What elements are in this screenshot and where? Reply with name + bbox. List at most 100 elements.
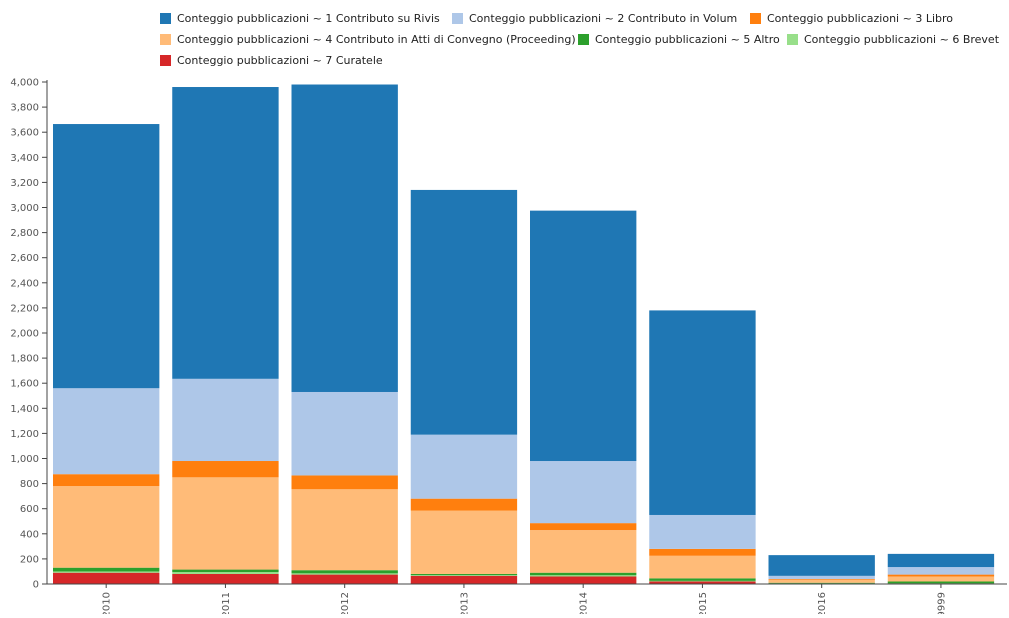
y-tick-label: 1,600 xyxy=(10,379,39,390)
legend-label: Conteggio pubblicazioni ~ 7 Curatele xyxy=(177,54,383,67)
y-tick-label: 2,400 xyxy=(10,278,39,289)
bar-segment[interactable] xyxy=(649,555,756,579)
legend-item[interactable]: Conteggio pubblicazioni ~ 6 Brevet xyxy=(787,33,1000,46)
legend-label: Conteggio pubblicazioni ~ 6 Brevet xyxy=(804,33,1000,46)
bar-segment[interactable] xyxy=(53,124,160,389)
bar-segment[interactable] xyxy=(649,514,756,549)
bar-stack-2011[interactable] xyxy=(172,87,279,584)
bar-segment[interactable] xyxy=(649,548,756,556)
legend-swatch xyxy=(160,13,171,24)
bar-stack-2016[interactable] xyxy=(768,555,875,584)
bar-segment[interactable] xyxy=(887,576,995,582)
bar-segment[interactable] xyxy=(530,575,637,577)
bar-segment[interactable] xyxy=(530,523,637,531)
bar-segment[interactable] xyxy=(410,575,518,584)
y-tick-label: 2,200 xyxy=(10,303,39,314)
bar-segment[interactable] xyxy=(530,210,637,462)
legend-item[interactable]: Conteggio pubblicazioni ~ 5 Altro xyxy=(578,33,780,46)
bar-segment[interactable] xyxy=(53,486,160,568)
bar-segment[interactable] xyxy=(291,489,398,571)
bar-segment[interactable] xyxy=(53,571,160,573)
bar-segment[interactable] xyxy=(768,582,875,584)
bar-segment[interactable] xyxy=(172,572,279,574)
x-tick-label: 2012 xyxy=(340,592,351,614)
bar-stack-2015[interactable] xyxy=(649,310,756,584)
y-tick-label: 0 xyxy=(33,580,39,591)
bar-segment[interactable] xyxy=(172,378,279,462)
bar-segment[interactable] xyxy=(887,581,995,584)
legend-swatch xyxy=(160,55,171,66)
y-tick-label: 1,800 xyxy=(10,354,39,365)
legend-item[interactable]: Conteggio pubblicazioni ~ 7 Curatele xyxy=(160,54,383,67)
bar-segment[interactable] xyxy=(768,555,875,576)
bar-segment[interactable] xyxy=(649,310,756,515)
y-tick-label: 2,000 xyxy=(10,329,39,340)
y-axis: 0 200 400 600 800 1,000 1,200 1,400 1,600 1,800 2,… xyxy=(10,78,48,591)
bar-segment[interactable] xyxy=(172,569,279,573)
bar-segment[interactable] xyxy=(53,388,160,475)
bar-segment[interactable] xyxy=(768,579,875,583)
legend-item[interactable]: Conteggio pubblicazioni ~ 1 Contributo s… xyxy=(160,12,440,25)
bar-segment[interactable] xyxy=(172,477,279,570)
bar-segment[interactable] xyxy=(887,567,995,575)
bar-segment[interactable] xyxy=(649,580,756,582)
bar-segment[interactable] xyxy=(768,578,875,580)
bar-stack-2012[interactable] xyxy=(291,84,398,584)
bar-segment[interactable] xyxy=(53,474,160,487)
bar-stack-9999[interactable] xyxy=(887,553,995,584)
bar-segment[interactable] xyxy=(53,572,160,584)
bar-segment[interactable] xyxy=(410,189,518,435)
x-tick-label: 2010 xyxy=(102,592,113,614)
bar-segment[interactable] xyxy=(530,461,637,524)
bar-segment[interactable] xyxy=(410,498,518,511)
y-tick-label: 1,400 xyxy=(10,404,39,415)
bar-segment[interactable] xyxy=(172,87,279,379)
bar-segment[interactable] xyxy=(768,575,875,579)
legend-item[interactable]: Conteggio pubblicazioni ~ 3 Libro xyxy=(750,12,953,25)
bar-segment[interactable] xyxy=(172,573,279,584)
legend-label: Conteggio pubblicazioni ~ 1 Contributo s… xyxy=(177,12,440,25)
y-tick-label: 3,200 xyxy=(10,178,39,189)
bars xyxy=(53,84,995,584)
bar-stack-2014[interactable] xyxy=(530,210,637,584)
x-tick-label: 2011 xyxy=(221,592,232,614)
bar-segment[interactable] xyxy=(887,574,995,577)
legend-swatch xyxy=(578,34,589,45)
bar-segment[interactable] xyxy=(649,578,756,581)
bar-segment[interactable] xyxy=(172,461,279,478)
legend-item[interactable]: Conteggio pubblicazioni ~ 4 Contributo i… xyxy=(160,33,576,46)
bar-segment[interactable] xyxy=(530,576,637,584)
x-axis: 2010 2011 2012 2013 2014 2015 2016 9999 xyxy=(47,583,1007,617)
y-tick-label: 3,000 xyxy=(10,203,39,214)
legend-label: Conteggio pubblicazioni ~ 4 Contributo i… xyxy=(177,33,576,46)
bar-segment[interactable] xyxy=(649,581,756,584)
bar-segment[interactable] xyxy=(291,574,398,584)
legend-item[interactable]: Conteggio pubblicazioni ~ 2 Contributo i… xyxy=(452,12,737,25)
bar-segment[interactable] xyxy=(291,84,398,392)
bar-segment[interactable] xyxy=(410,575,518,576)
bar-segment[interactable] xyxy=(887,553,995,568)
bar-segment[interactable] xyxy=(291,475,398,490)
bar-segment[interactable] xyxy=(410,510,518,574)
x-tick-label: 2015 xyxy=(698,592,709,614)
bar-segment[interactable] xyxy=(291,391,398,476)
y-tick-label: 3,400 xyxy=(10,153,39,164)
x-tick-label: 2013 xyxy=(459,592,470,614)
bar-segment[interactable] xyxy=(53,567,160,572)
y-tick-label: 2,600 xyxy=(10,253,39,264)
y-tick-label: 2,800 xyxy=(10,228,39,239)
bar-stack-2013[interactable] xyxy=(410,189,518,584)
legend-label: Conteggio pubblicazioni ~ 3 Libro xyxy=(767,12,953,25)
bar-segment[interactable] xyxy=(291,573,398,575)
bar-segment[interactable] xyxy=(530,530,637,573)
bar-segment[interactable] xyxy=(291,570,398,574)
bar-segment[interactable] xyxy=(410,434,518,499)
x-tick-label: 2016 xyxy=(817,592,828,614)
bar-segment[interactable] xyxy=(530,572,637,576)
bar-segment[interactable] xyxy=(410,573,518,576)
legend-label: Conteggio pubblicazioni ~ 2 Contributo i… xyxy=(469,12,737,25)
legend-swatch xyxy=(452,13,463,24)
bar-stack-2010[interactable] xyxy=(53,124,160,584)
y-tick-label: 200 xyxy=(20,554,39,565)
y-tick-label: 600 xyxy=(20,504,39,515)
